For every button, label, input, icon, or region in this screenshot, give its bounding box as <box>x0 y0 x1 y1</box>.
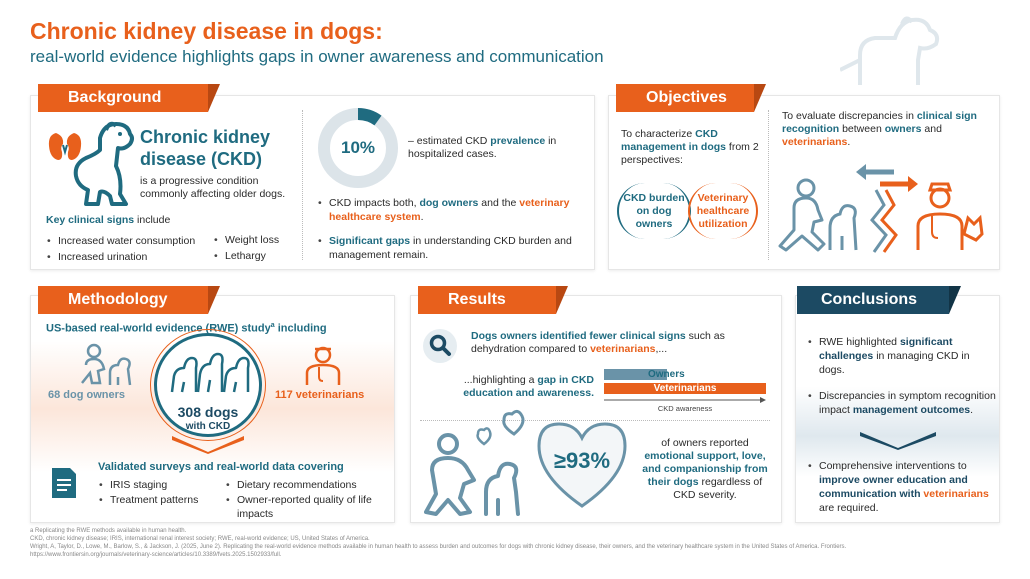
list-item: Increased water consumption <box>47 234 195 248</box>
background-tab: Background <box>38 84 208 112</box>
list-item: Significant gaps in understanding CKD bu… <box>318 234 583 262</box>
document-icon <box>52 468 76 498</box>
tab-fold <box>949 286 961 314</box>
heart-icon <box>537 422 627 508</box>
tab-fold <box>754 84 766 112</box>
footnotes: a Replicating the RWE methods available … <box>30 527 1000 559</box>
bar-owners-label: Owners <box>648 369 685 380</box>
surveys-left: IRIS staging Treatment patterns <box>99 478 198 507</box>
conclusions-bottom: Comprehensive interventions to improve o… <box>808 459 996 515</box>
methodology-tab: Methodology <box>38 286 208 314</box>
emotional-value: ≥93% <box>553 448 611 473</box>
tab-fold <box>208 84 220 112</box>
finding-1: Dogs owners identified fewer clinical si… <box>471 330 725 355</box>
list-item: Comprehensive interventions to improve o… <box>808 459 996 515</box>
veterinarian-icon <box>305 346 341 385</box>
list-item: Increased urination <box>47 250 195 264</box>
objective-2-text: To evaluate discrepancies in clinical si… <box>782 110 977 148</box>
list-item: CKD impacts both, dog owners and the vet… <box>318 196 583 224</box>
person-with-dog-icon <box>81 343 132 386</box>
list-item: Dietary recommendations <box>226 478 386 492</box>
footnote-a: a Replicating the RWE methods available … <box>30 528 187 534</box>
footnote-abbreviations: CKD, chronic kidney disease; IRIS, inter… <box>30 536 370 542</box>
conclusions-top: RWE highlighted significant challenges i… <box>808 335 996 417</box>
page-subtitle: real-world evidence highlights gaps in o… <box>30 47 604 66</box>
bar-axis-label: CKD awareness <box>657 404 713 413</box>
list-item: Lethargy <box>214 249 279 263</box>
key-signs-heading: Key clinical signs include <box>46 214 171 226</box>
magnifier-icon <box>423 329 457 363</box>
bar-axis <box>604 397 766 403</box>
dogs-circle-ring <box>150 329 266 441</box>
emotional-text: of owners reported emotional support, lo… <box>642 437 768 501</box>
dog-outline-icon <box>840 16 940 85</box>
bar-vets-label: Veterinarians <box>653 383 717 394</box>
results-tab: Results <box>418 286 556 314</box>
list-item: Discrepancies in symptom recognition imp… <box>808 389 996 417</box>
footnote-url: https://www.frontiersin.org/journals/vet… <box>30 552 282 558</box>
objective-1-text: To characterize CKD management in dogs f… <box>621 128 759 166</box>
bar-owners <box>604 369 668 380</box>
tab-fold <box>208 286 220 314</box>
list-item: RWE highlighted significant challenges i… <box>808 335 996 377</box>
list-item: Owner-reported quality of life impacts <box>226 493 386 521</box>
prevalence-donut <box>318 108 398 188</box>
kidney-icon <box>48 133 82 160</box>
surveys-right: Dietary recommendations Owner-reported q… <box>226 478 386 521</box>
objectives-divider <box>768 110 769 260</box>
key-signs-left: Increased water consumption Increased ur… <box>47 234 195 264</box>
key-signs-right: Weight loss Lethargy <box>214 233 279 263</box>
bar-vets <box>604 383 766 394</box>
objectives-tab: Objectives <box>616 84 754 112</box>
three-dogs-icon <box>170 352 250 393</box>
vets-count: 117 veterinarians <box>275 389 365 401</box>
person-hugging-dog-icon <box>424 409 525 516</box>
page-title: Chronic kidney disease in dogs: <box>30 18 383 44</box>
ckd-description: is a progressive condition commonly affe… <box>140 175 286 200</box>
ckd-title-line2: disease (CKD) <box>140 149 263 169</box>
ckd-title-line1: Chronic kidney <box>140 127 271 147</box>
list-item: IRIS staging <box>99 478 198 492</box>
dog-icon <box>73 121 134 206</box>
tab-fold <box>556 286 568 314</box>
perspective-vets: Veterinary healthcare utilization <box>688 183 758 239</box>
owners-count: 68 dog owners <box>48 389 126 401</box>
prevalence-text: – estimated CKD prevalence in hospitaliz… <box>408 135 557 160</box>
dogs-label: with CKD <box>185 421 231 432</box>
chevron-down-icon <box>860 432 936 450</box>
finding-2: ...highlighting a gap in CKD education a… <box>463 374 594 399</box>
list-item: Treatment patterns <box>99 493 198 507</box>
list-item: Weight loss <box>214 233 279 247</box>
conclusions-tab: Conclusions <box>797 286 949 314</box>
owner-dog-vet-icon <box>778 164 984 253</box>
perspective-owners: CKD burden on dog owners <box>617 183 691 239</box>
surveys-heading: Validated surveys and real-world data co… <box>98 461 344 473</box>
background-divider <box>302 110 303 260</box>
chevron-down-icon <box>172 436 244 454</box>
footnote-reference: Wright, A, Taylor, D., Lowe, M., Barlow,… <box>30 544 847 550</box>
prevalence-value: 10% <box>340 138 376 157</box>
results-divider <box>420 420 770 421</box>
background-bullets: CKD impacts both, dog owners and the vet… <box>318 196 583 262</box>
dogs-count: 308 dogs <box>177 404 239 420</box>
